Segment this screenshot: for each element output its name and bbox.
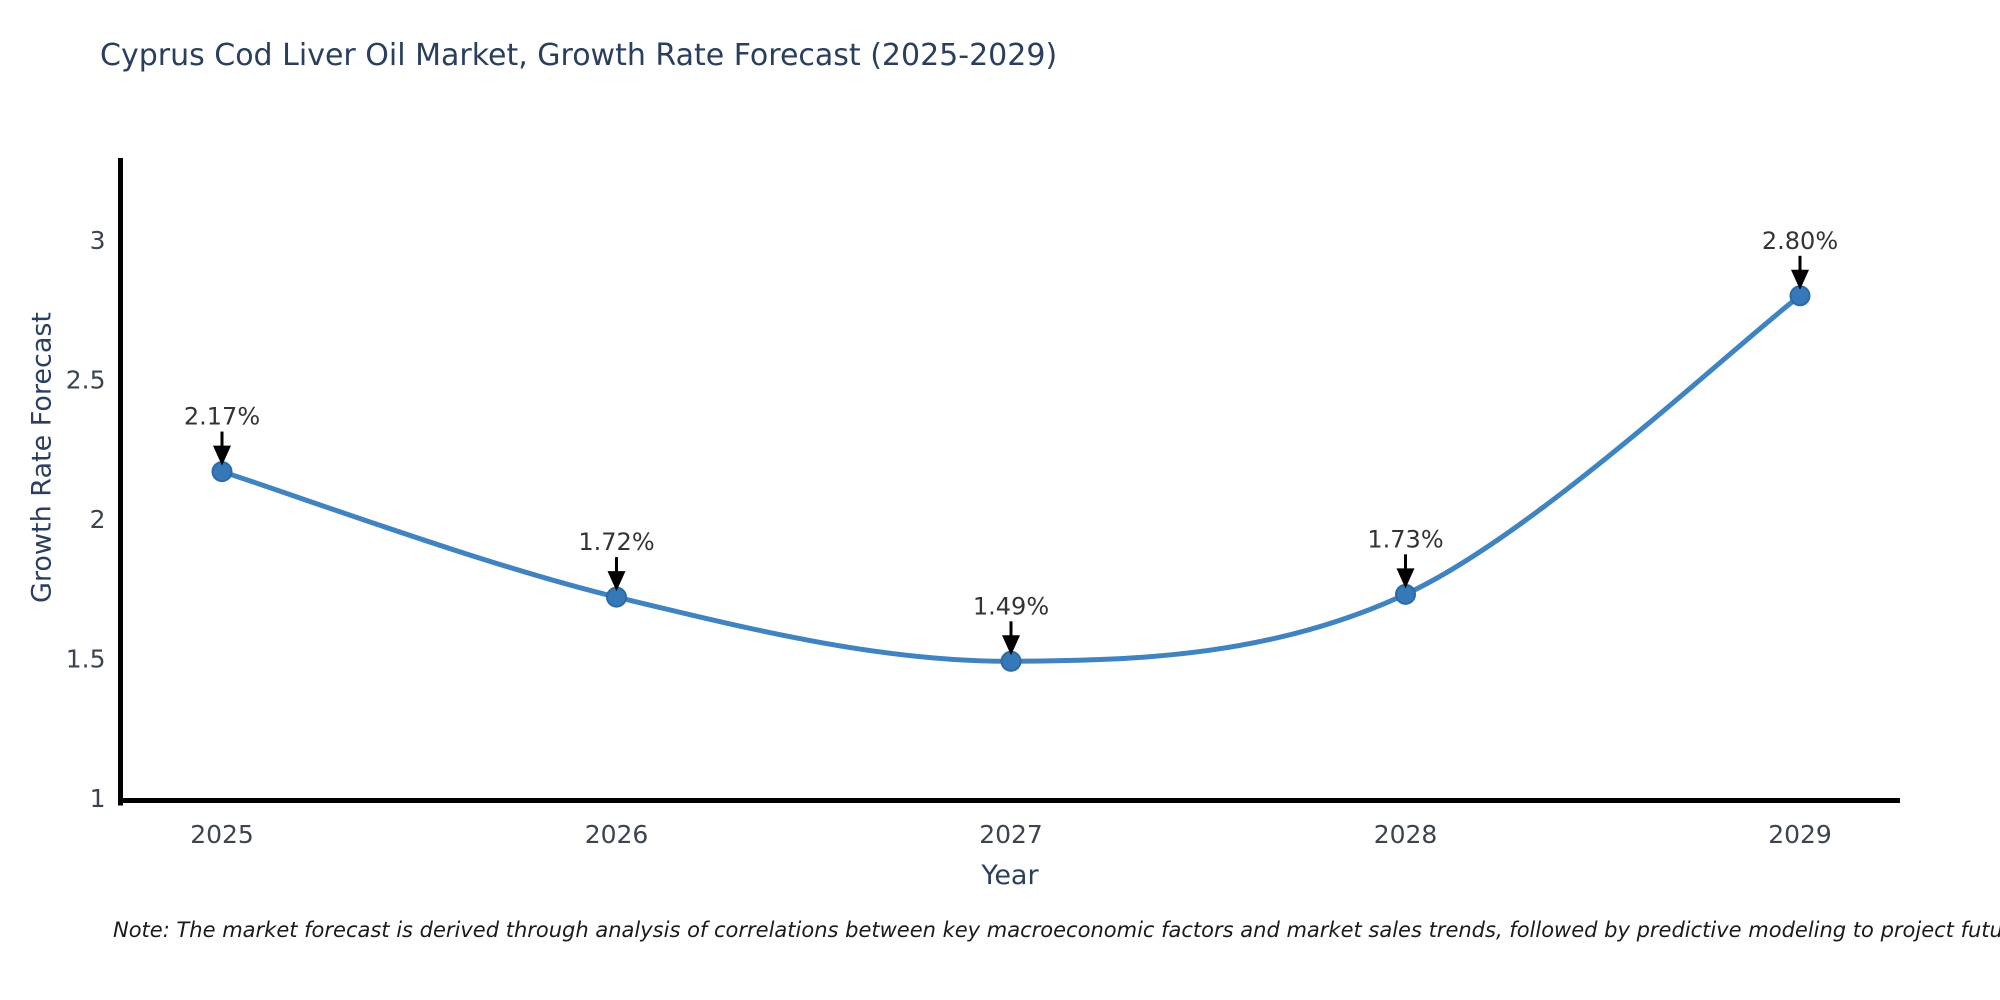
data-point-label: 1.49% bbox=[973, 592, 1049, 620]
x-tick-label: 2027 bbox=[979, 820, 1043, 849]
chart-title: Cyprus Cod Liver Oil Market, Growth Rate… bbox=[100, 38, 1058, 73]
y-tick-label: 1.5 bbox=[66, 645, 106, 674]
data-point-label: 1.72% bbox=[578, 528, 654, 556]
annotation-arrowhead-icon bbox=[213, 445, 231, 466]
annotation-arrowhead-icon bbox=[1791, 269, 1809, 290]
annotation-arrowhead-icon bbox=[1396, 568, 1415, 589]
x-tick-label: 2025 bbox=[190, 820, 254, 849]
y-tick-label: 1 bbox=[90, 784, 106, 813]
data-point-label: 2.80% bbox=[1762, 227, 1838, 255]
x-tick-label: 2029 bbox=[1768, 820, 1832, 849]
x-tick-label: 2028 bbox=[1374, 820, 1438, 849]
data-point-label: 1.73% bbox=[1367, 525, 1443, 553]
data-point-label: 2.17% bbox=[184, 403, 260, 431]
footnote-text: Note: The market forecast is derived thr… bbox=[113, 918, 2000, 942]
x-axis-label: Year bbox=[981, 860, 1039, 891]
x-tick-label: 2026 bbox=[585, 820, 649, 849]
annotation-arrowhead-icon bbox=[607, 571, 626, 592]
y-tick-label: 2 bbox=[90, 505, 106, 534]
y-tick-label: 3 bbox=[90, 226, 106, 255]
annotation-arrowhead-icon bbox=[1002, 635, 1020, 656]
y-tick-label: 2.5 bbox=[66, 366, 106, 395]
